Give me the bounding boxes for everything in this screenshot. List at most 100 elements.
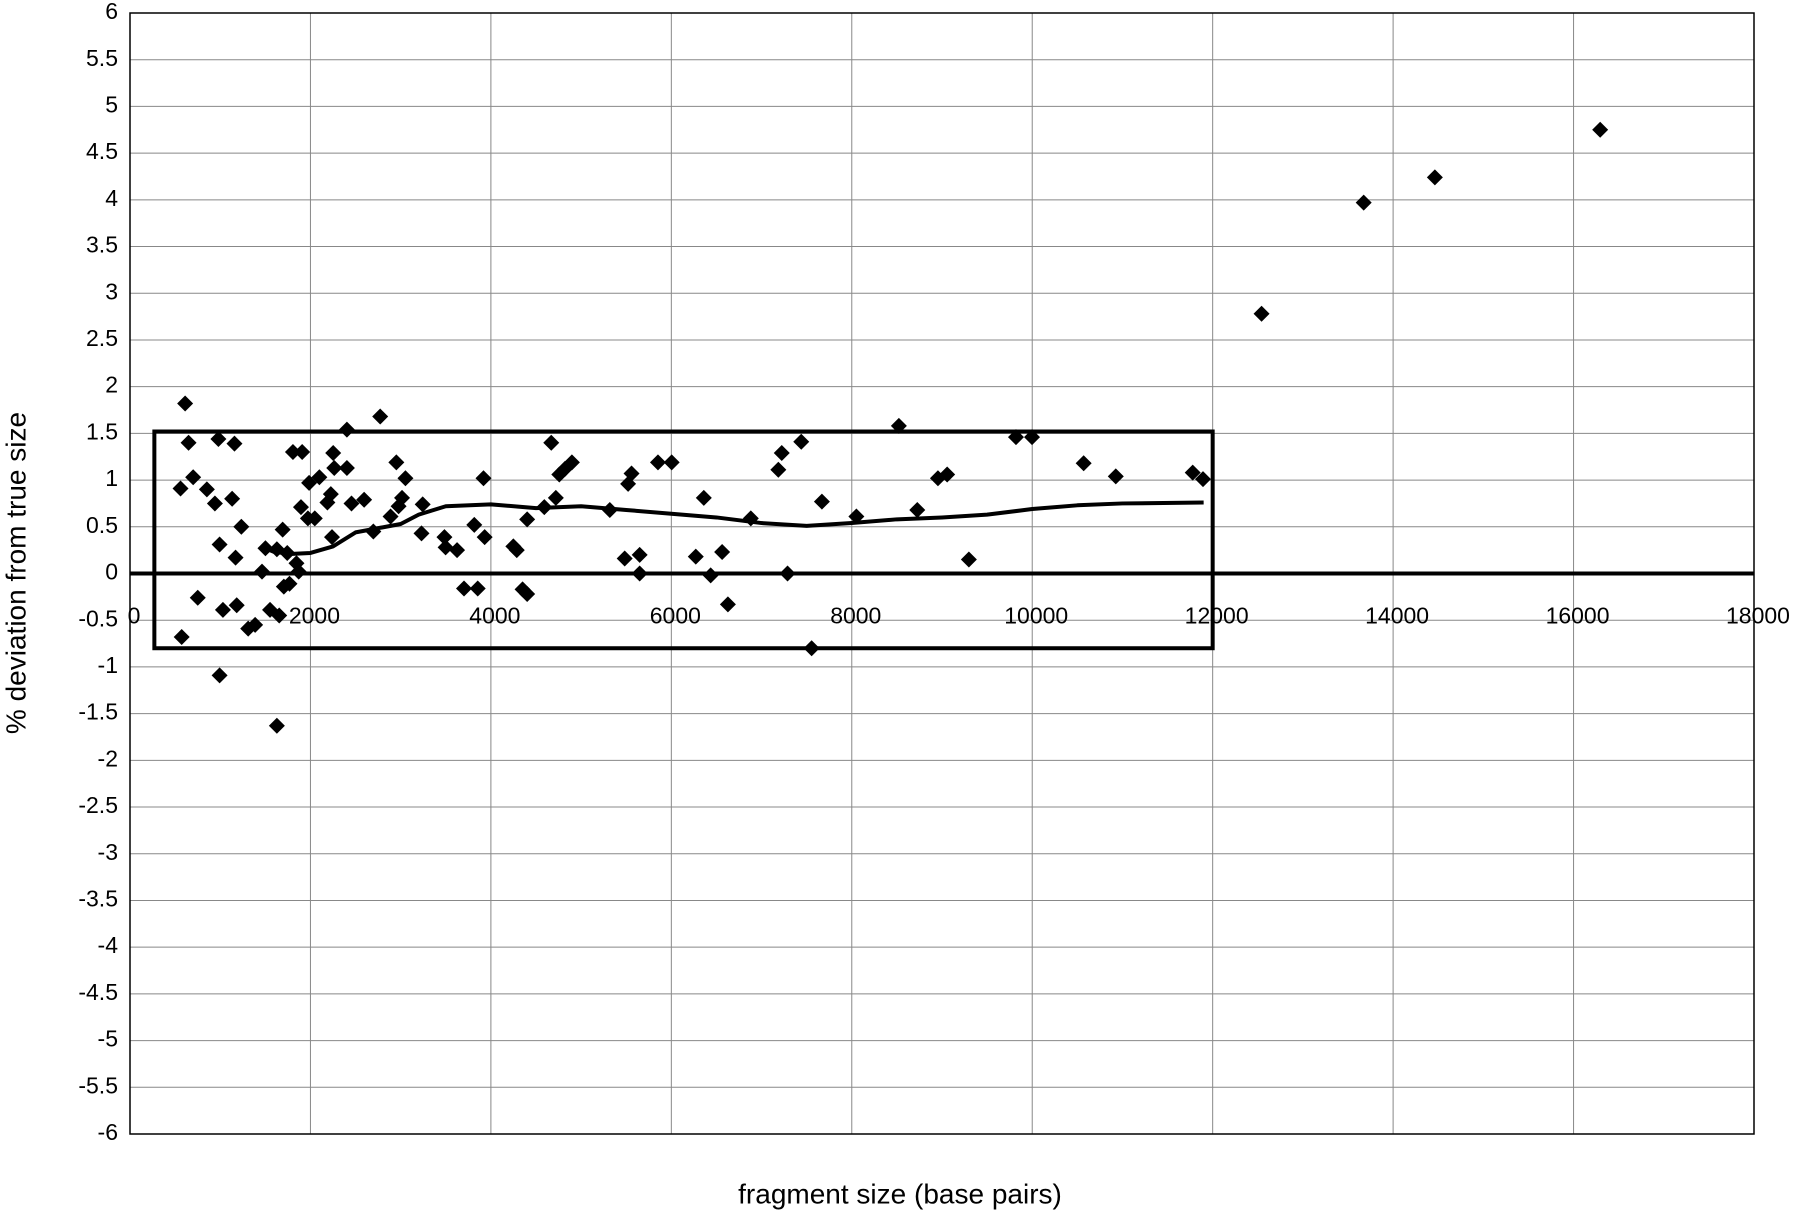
scatter-point: [773, 444, 790, 461]
y-tick-label: 5: [105, 91, 118, 117]
scatter-point: [388, 454, 405, 471]
x-tick-label: 16000: [1546, 603, 1610, 629]
scatter-point: [436, 529, 453, 546]
scatter-point: [189, 589, 206, 606]
y-tick-label: -1: [98, 652, 118, 678]
scatter-point: [210, 430, 227, 447]
scatter-point: [1024, 429, 1041, 446]
x-tick-label: 0: [128, 603, 141, 629]
y-tick-label: 0.5: [86, 512, 118, 538]
scatter-point: [338, 421, 355, 438]
highlight-box: [152, 429, 1215, 651]
scatter-point: [1075, 455, 1092, 472]
scatter-point: [226, 435, 243, 452]
scatter-point: [382, 508, 399, 525]
scatter-point: [793, 433, 810, 450]
scatter-point: [770, 461, 787, 478]
scatter-point: [960, 551, 977, 568]
scatter-point: [292, 499, 309, 516]
scatter-point: [268, 717, 285, 734]
y-tick-label: 5.5: [86, 45, 118, 71]
scatter-point: [338, 459, 355, 476]
y-tick-label: 2: [105, 372, 118, 398]
y-tick-label: 1: [105, 465, 118, 491]
scatter-point: [253, 563, 270, 580]
y-tick-label: -5.5: [78, 1072, 118, 1098]
y-tick-label: -4.5: [78, 979, 118, 1005]
scatter-point: [475, 470, 492, 487]
scatter-point: [172, 480, 189, 497]
scatter-point: [909, 501, 926, 518]
scatter-point: [324, 529, 341, 546]
scatter-point: [211, 536, 228, 553]
scatter-point: [214, 601, 231, 618]
scatter-point: [1355, 194, 1372, 211]
scatter-point: [719, 596, 736, 613]
scatter-point: [939, 466, 956, 483]
scatter-point: [311, 469, 328, 486]
scatter-point: [1426, 169, 1443, 186]
scatter-point: [449, 542, 466, 559]
scatter-point: [469, 580, 486, 597]
y-tick-label: 6: [105, 0, 118, 24]
x-tick-label: 2000: [289, 603, 340, 629]
y-tick-label: 4: [105, 185, 118, 211]
y-tick-label: -3.5: [78, 886, 118, 912]
scatter-point: [663, 454, 680, 471]
scatter-point: [1007, 429, 1024, 446]
scatter-point: [631, 565, 648, 582]
scatter-point: [281, 575, 298, 592]
scatter-point: [247, 616, 264, 633]
scatter-point: [322, 486, 339, 503]
scatter-point: [813, 493, 830, 510]
scatter-point: [372, 408, 389, 425]
y-tick-label: -1.5: [78, 699, 118, 725]
scatter-point: [294, 444, 311, 461]
scatter-point: [519, 586, 536, 603]
y-tick-label: -2.5: [78, 792, 118, 818]
scatter-point: [543, 434, 560, 451]
scatter-point: [198, 481, 215, 498]
x-tick-label: 14000: [1365, 603, 1429, 629]
scatter-point: [271, 607, 288, 624]
scatter-point: [616, 550, 633, 567]
scatter-point: [695, 489, 712, 506]
scatter-point: [779, 565, 796, 582]
scatter-point: [397, 470, 414, 487]
x-tick-label: 6000: [650, 603, 701, 629]
scatter-point: [476, 529, 493, 546]
scatter-point: [714, 544, 731, 561]
scatter-point: [394, 489, 411, 506]
y-tick-label: 1.5: [86, 418, 118, 444]
y-tick-label: 0: [105, 559, 118, 585]
y-tick-label: -5: [98, 1026, 118, 1052]
scatter-point: [803, 640, 820, 657]
y-tick-label: -3: [98, 839, 118, 865]
y-tick-label: 3.5: [86, 232, 118, 258]
scatter-point: [228, 597, 245, 614]
scatter-point: [563, 454, 580, 471]
scatter-point: [206, 495, 223, 512]
scatter-point: [356, 491, 373, 508]
scatter-point: [890, 417, 907, 434]
x-tick-label: 10000: [1004, 603, 1068, 629]
x-axis-title: fragment size (base pairs): [738, 1178, 1062, 1209]
y-tick-label: 2.5: [86, 325, 118, 351]
scatter-point: [274, 521, 291, 538]
scatter-point: [413, 525, 430, 542]
scatter-point: [1253, 305, 1270, 322]
scatter-point: [519, 511, 536, 528]
scatter-point: [227, 549, 244, 566]
scatter-point: [185, 469, 202, 486]
y-tick-label: 3: [105, 278, 118, 304]
scatter-point: [702, 567, 719, 584]
scatter-point: [325, 444, 342, 461]
scatter-point: [1195, 471, 1212, 488]
scatter-point: [306, 510, 323, 527]
scatter-point: [466, 516, 483, 533]
x-tick-label: 18000: [1726, 603, 1790, 629]
scatter-point: [180, 434, 197, 451]
scatter-point: [547, 489, 564, 506]
